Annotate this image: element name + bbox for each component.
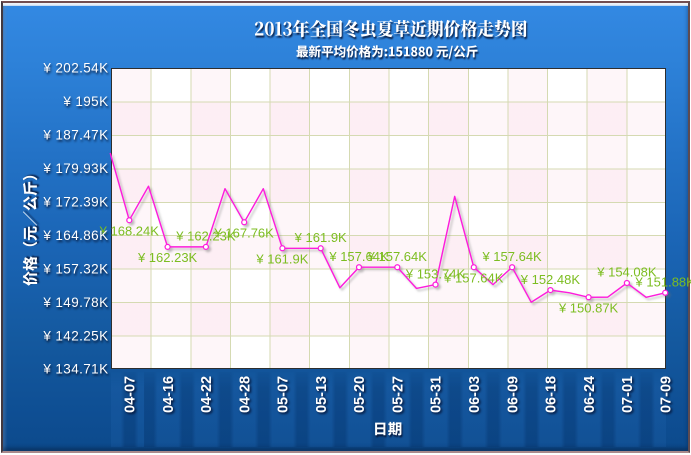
- svg-text:¥ 149.78K: ¥ 149.78K: [42, 295, 108, 310]
- svg-text:05-07: 05-07: [276, 376, 292, 413]
- svg-text:05-31: 05-31: [429, 376, 445, 413]
- svg-text:¥ 162.23K: ¥ 162.23K: [137, 250, 198, 265]
- svg-text:¥ 142.25K: ¥ 142.25K: [42, 328, 108, 343]
- svg-text:07-09: 07-09: [658, 376, 674, 413]
- svg-text:¥ 157.64K: ¥ 157.64K: [328, 249, 389, 264]
- svg-text:¥ 195K: ¥ 195K: [62, 94, 108, 109]
- svg-text:04-07: 04-07: [123, 376, 139, 413]
- svg-text:05-20: 05-20: [352, 376, 368, 413]
- svg-text:04-16: 04-16: [161, 376, 177, 413]
- svg-text:¥ 172.39K: ¥ 172.39K: [42, 195, 108, 210]
- svg-text:07-01: 07-01: [620, 376, 636, 413]
- svg-text:¥ 150.87K: ¥ 150.87K: [558, 301, 619, 316]
- svg-text:¥ 168.24K: ¥ 168.24K: [99, 223, 160, 238]
- svg-text:06-18: 06-18: [544, 376, 560, 413]
- svg-text:¥ 161.9K: ¥ 161.9K: [255, 252, 308, 267]
- svg-text:¥ 202.54K: ¥ 202.54K: [42, 61, 108, 76]
- svg-text:¥ 162.23K: ¥ 162.23K: [175, 229, 236, 244]
- svg-text:¥ 152.48K: ¥ 152.48K: [520, 272, 581, 287]
- svg-text:¥ 151.88K: ¥ 151.88K: [635, 275, 691, 290]
- svg-text:06-24: 06-24: [582, 376, 598, 413]
- svg-text:04-22: 04-22: [199, 376, 215, 413]
- svg-text:¥ 187.47K: ¥ 187.47K: [42, 128, 108, 143]
- svg-text:¥ 164.86K: ¥ 164.86K: [42, 228, 108, 243]
- svg-text:04-28: 04-28: [237, 376, 253, 413]
- svg-text:06-03: 06-03: [467, 376, 483, 413]
- svg-text:06-09: 06-09: [505, 376, 521, 413]
- svg-text:¥ 153.74K: ¥ 153.74K: [405, 266, 466, 281]
- svg-text:¥ 179.93K: ¥ 179.93K: [42, 161, 108, 176]
- svg-text:¥ 134.71K: ¥ 134.71K: [42, 362, 108, 377]
- svg-text:¥ 157.64K: ¥ 157.64K: [367, 249, 428, 264]
- svg-text:¥ 167.76K: ¥ 167.76K: [214, 226, 275, 241]
- svg-text:¥ 157.64K: ¥ 157.64K: [481, 249, 542, 264]
- svg-text:¥ 161.9K: ¥ 161.9K: [294, 230, 347, 245]
- svg-text:05-13: 05-13: [314, 376, 330, 413]
- svg-text:¥ 154.08K: ¥ 154.08K: [596, 265, 657, 280]
- svg-text:¥ 157.64K: ¥ 157.64K: [443, 270, 504, 285]
- svg-text:05-27: 05-27: [391, 376, 407, 413]
- svg-text:¥ 157.32K: ¥ 157.32K: [42, 261, 108, 276]
